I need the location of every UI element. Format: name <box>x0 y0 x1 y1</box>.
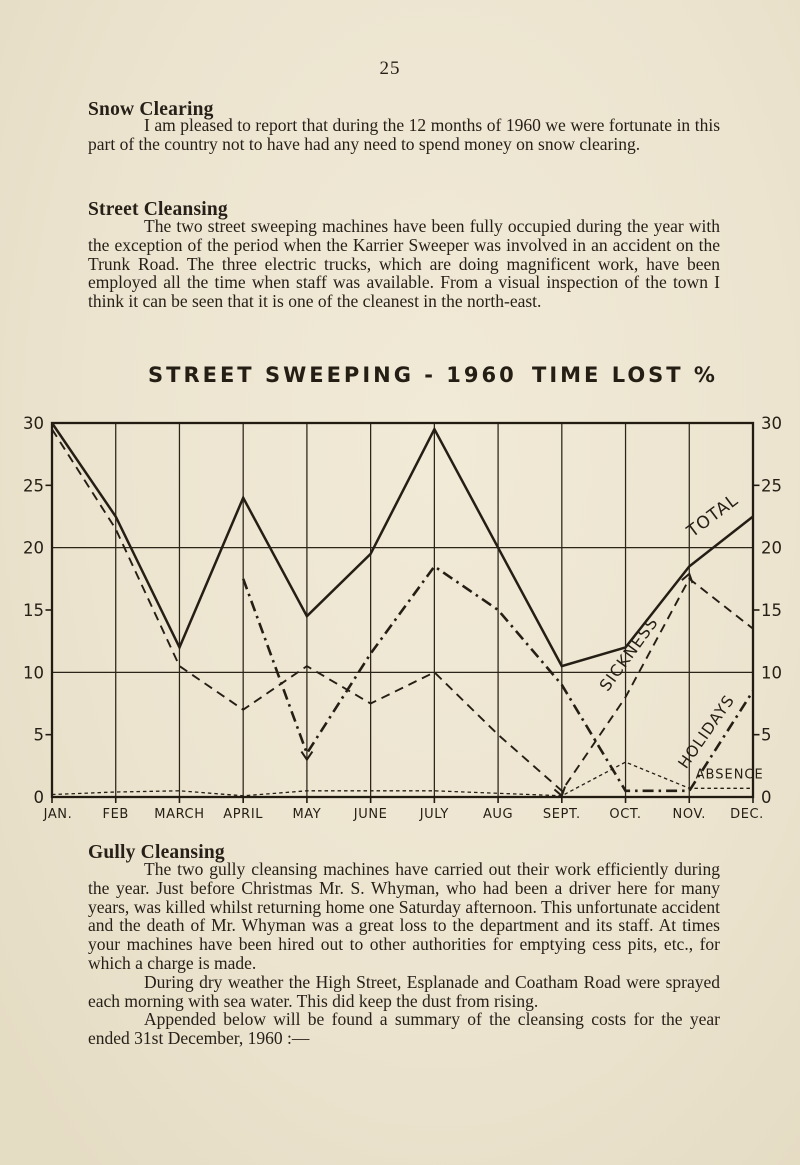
chart-title: STREET SWEEPING - 1960 <box>148 363 517 387</box>
y-axis-label-right: 0 <box>761 788 772 807</box>
series-label-holidays: HOLIDAYS <box>675 692 739 772</box>
paragraph: The two street sweeping machines have be… <box>88 216 720 312</box>
x-axis-label: OCT. <box>609 807 641 822</box>
y-axis-label-right: 20 <box>761 539 782 558</box>
y-axis-label-left: 25 <box>23 476 44 495</box>
paragraph: I am pleased to report that during the 1… <box>88 115 720 154</box>
series-label-total: TOTAL <box>683 490 743 542</box>
y-axis-label-left: 30 <box>23 414 44 433</box>
y-axis-label-right: 10 <box>761 663 782 682</box>
y-axis-label-right: 30 <box>761 414 782 433</box>
x-axis-label: AUG <box>483 807 513 822</box>
y-axis-label-left: 10 <box>23 663 44 682</box>
y-axis-label-right: 5 <box>761 726 772 745</box>
plot-border <box>50 421 755 799</box>
y-axis-label-left: 20 <box>23 539 44 558</box>
x-axis-label: SEPT. <box>543 807 581 822</box>
y-axis-label-left: 5 <box>34 726 45 745</box>
arrowhead-annotation <box>300 751 314 762</box>
month-gridlines <box>51 423 754 797</box>
x-axis-label: DEC. <box>730 807 764 822</box>
x-axis-labels: JAN. FEB MARCH APRIL MAY JUNE JULY AUG SEPT. OCT.… <box>43 797 764 822</box>
section-body-gully-cleansing: The two gully cleansing machines have ca… <box>88 860 720 1048</box>
section-heading-street-cleansing: Street Cleansing <box>88 199 228 220</box>
arrowhead-annotation <box>681 572 694 584</box>
y-axis-label-left: 15 <box>23 601 44 620</box>
x-axis-label: APRIL <box>223 807 263 822</box>
x-axis-label: FEB <box>103 807 129 822</box>
series-line-absence <box>51 761 753 797</box>
x-axis-label: MAY <box>292 807 321 822</box>
x-axis-label: JAN. <box>43 807 73 822</box>
value-gridlines <box>52 547 753 673</box>
y-axis-label-right: 15 <box>761 601 782 620</box>
arrowhead-annotation <box>553 786 567 798</box>
series-line-sickness <box>51 428 754 793</box>
paragraph: During dry weather the High Street, Espl… <box>88 971 720 1011</box>
y-axis-label-left: 0 <box>34 788 45 807</box>
x-axis-label: JUNE <box>353 807 388 822</box>
page-number: 25 <box>379 58 401 79</box>
x-axis-label: JULY <box>419 807 449 822</box>
section-heading-gully-cleansing: Gully Cleansing <box>88 842 225 863</box>
series-line-holidays <box>241 564 755 793</box>
paragraph: Appended below will be found a summary o… <box>88 1009 720 1049</box>
series-label-absence: ABSENCE <box>696 767 764 782</box>
x-axis-label: NOV. <box>673 807 706 822</box>
x-axis-label: MARCH <box>154 807 204 822</box>
section-body-snow-clearing: I am pleased to report that during the 1… <box>88 116 720 154</box>
section-heading-snow-clearing: Snow Clearing <box>88 99 214 120</box>
series-line-total <box>50 422 754 668</box>
paragraph: The two gully cleansing machines have ca… <box>88 859 720 973</box>
chart-title-units: TIME LOST % <box>532 363 718 387</box>
section-body-street-cleansing: The two street sweeping machines have be… <box>88 217 720 311</box>
y-axis-labels: 0 0 5 5 10 10 15 15 20 20 25 25 30 30 <box>23 414 782 807</box>
series-label-sickness: SICKNESS <box>596 613 662 695</box>
y-axis-label-right: 25 <box>761 476 782 495</box>
